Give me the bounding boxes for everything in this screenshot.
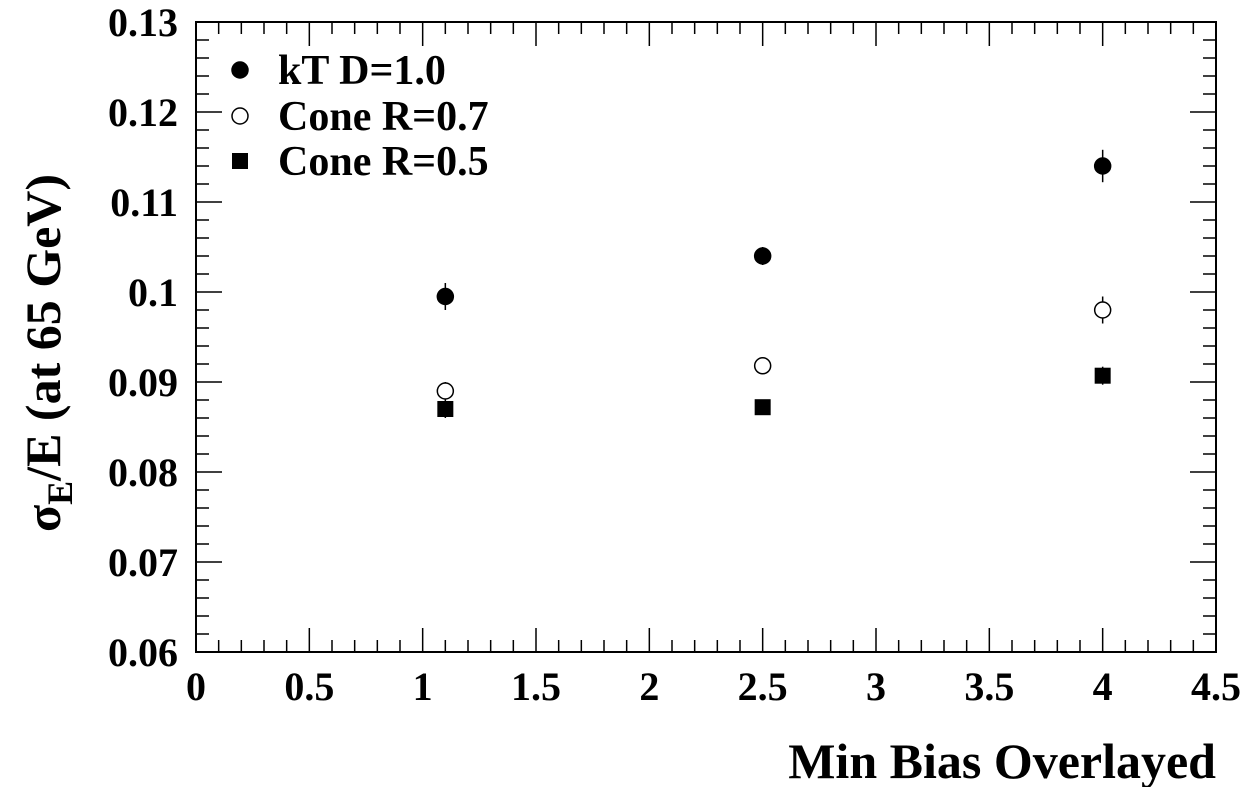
x-tick-label: 0 [186, 664, 206, 709]
data-point [437, 401, 454, 417]
data-point [754, 399, 771, 416]
x-tick-label: 2 [639, 664, 659, 709]
legend-label: Cone R=0.7 [278, 94, 489, 140]
y-axis-title: σE/E (at 65 GeV) [15, 174, 80, 532]
y-axis-title-sigma: σ [15, 505, 71, 532]
series-cone-r-0-7 [436, 296, 1112, 400]
x-tick-label: 4 [1093, 664, 1113, 709]
data-points [436, 149, 1112, 418]
data-point [436, 382, 455, 400]
x-tick-label: 2.5 [738, 664, 788, 709]
y-tick-label: 0.1 [128, 270, 178, 315]
x-tick-label: 3.5 [964, 664, 1014, 709]
x-tick-label: 4.5 [1191, 664, 1241, 709]
y-tick-label: 0.13 [108, 0, 178, 45]
x-tick-label: 1.5 [511, 664, 561, 709]
legend-marker [232, 153, 248, 169]
axis-ticks [195, 21, 1217, 653]
y-tick-label: 0.09 [108, 360, 178, 405]
y-axis-title-rest: /E (at 65 GeV) [15, 174, 71, 482]
y-tick-label: 0.08 [108, 450, 178, 495]
x-tick-label: 1 [413, 664, 433, 709]
y-tick-label: 0.11 [110, 180, 178, 225]
y-axis-title-subscript: E [40, 481, 80, 505]
y-tick-label: 0.12 [108, 90, 178, 135]
y-tick-label: 0.06 [108, 630, 178, 675]
data-point [436, 287, 455, 306]
data-point [1093, 157, 1112, 175]
y-tick-labels: 0.06 0.07 0.08 0.09 0.1 0.11 0.12 0.13 [108, 0, 178, 675]
plot-border [195, 21, 1217, 653]
x-axis-title: Min Bias Overlayed [788, 733, 1216, 787]
series-cone-r-0-5 [437, 366, 1111, 418]
legend-label: kT D=1.0 [278, 48, 446, 94]
series-kt-d-1-0 [436, 149, 1112, 310]
data-point [1093, 301, 1112, 319]
legend-marker [231, 107, 249, 125]
data-point [753, 357, 772, 375]
legend-label: Cone R=0.5 [278, 139, 489, 185]
y-tick-label: 0.07 [108, 540, 178, 585]
x-tick-label: 0.5 [284, 664, 334, 709]
x-tick-labels: 0 0.5 1 1.5 2 2.5 3 3.5 4 4.5 [186, 664, 1241, 709]
plot-frame [195, 21, 1217, 653]
legend-marker [231, 61, 249, 79]
x-tick-label: 3 [866, 664, 886, 709]
data-point [753, 247, 772, 265]
data-point [1094, 367, 1111, 384]
